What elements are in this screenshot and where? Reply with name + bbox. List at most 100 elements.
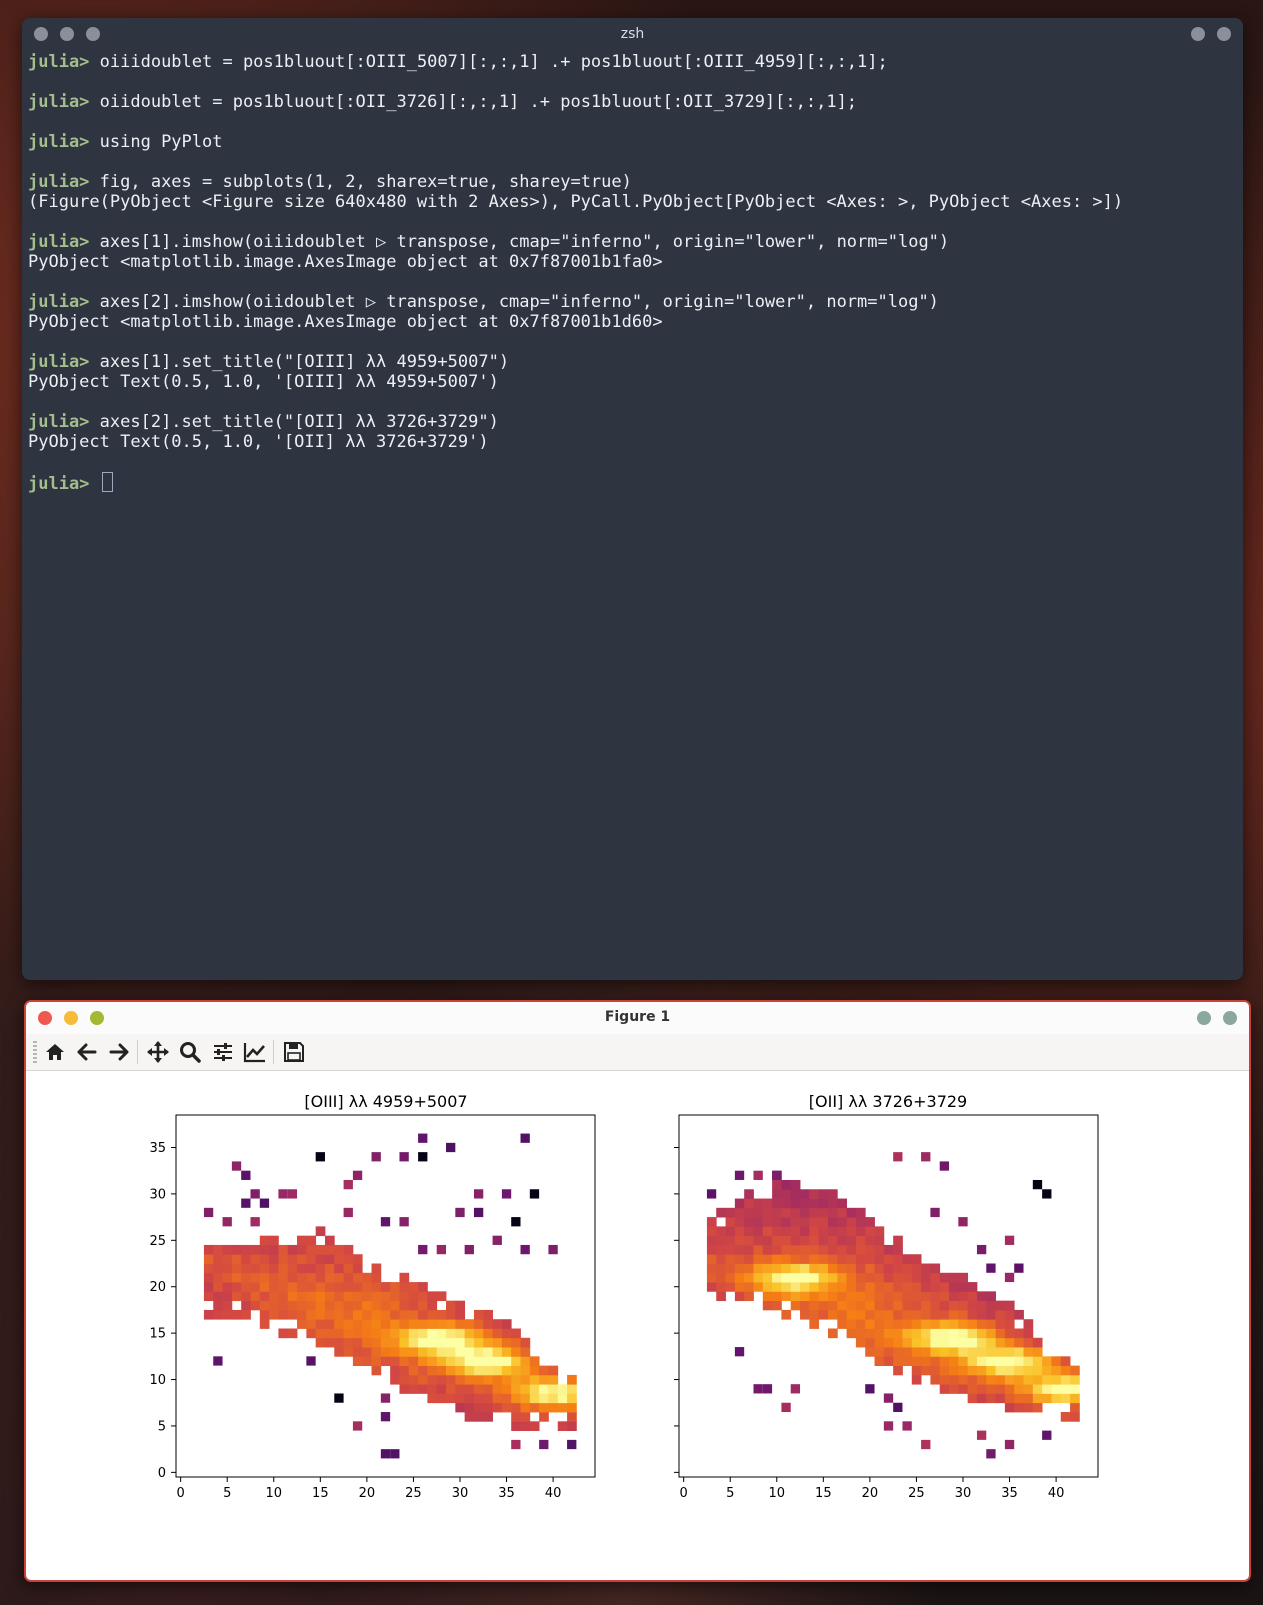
heatmap-pixel xyxy=(781,1309,792,1320)
scattered-pixel xyxy=(203,1207,214,1218)
scattered-pixel xyxy=(548,1244,558,1255)
figure-maximize-button[interactable] xyxy=(90,1011,104,1025)
figure-close-button[interactable] xyxy=(38,1011,52,1025)
close-window-button[interactable] xyxy=(34,27,48,41)
heatmap-pixel xyxy=(930,1319,941,1329)
heatmap-pixel xyxy=(800,1244,810,1255)
heatmap-pixel xyxy=(865,1263,875,1274)
toolbar-grip[interactable] xyxy=(33,1041,37,1063)
heatmap-pixel xyxy=(846,1300,857,1311)
scattered-pixel xyxy=(231,1161,242,1171)
heatmap-pixel xyxy=(371,1272,382,1283)
heatmap-pixel xyxy=(259,1309,270,1320)
heatmap-pixel xyxy=(231,1309,242,1320)
heatmap-pixel xyxy=(483,1309,493,1320)
heatmap-pixel xyxy=(343,1244,354,1255)
scattered-pixel xyxy=(250,1217,260,1227)
heatmap-pixel xyxy=(427,1337,438,1348)
heatmap-pixel xyxy=(241,1300,251,1311)
heatmap-pixel xyxy=(362,1291,372,1302)
heatmap-pixel xyxy=(995,1319,1006,1329)
x-tick-label: 0 xyxy=(680,1486,688,1501)
heatmap-pixel xyxy=(939,1356,950,1367)
heatmap-pixel xyxy=(874,1328,885,1339)
heatmap-pixel xyxy=(352,1291,363,1302)
heatmap-pixel xyxy=(846,1235,857,1246)
heatmap-pixel xyxy=(362,1282,372,1292)
heatmap-pixel xyxy=(744,1244,754,1255)
heatmap-pixel xyxy=(1032,1365,1043,1376)
heatmap-pixel xyxy=(241,1309,251,1320)
heatmap-pixel xyxy=(427,1309,438,1320)
figure-minimize-button[interactable] xyxy=(64,1011,78,1025)
heatmap-pixel xyxy=(324,1254,335,1264)
heatmap-pixel xyxy=(297,1291,307,1302)
forward-arrow-icon[interactable] xyxy=(106,1039,132,1065)
heatmap-pixel xyxy=(893,1272,903,1283)
heatmap-pixel xyxy=(1060,1356,1071,1367)
heatmap-pixel xyxy=(1042,1384,1052,1394)
x-tick-label: 40 xyxy=(545,1486,562,1501)
heatmap-pixel xyxy=(818,1263,829,1274)
heatmap-pixel xyxy=(762,1235,773,1246)
heatmap-pixel xyxy=(567,1374,577,1385)
terminal-menu-button[interactable] xyxy=(1191,27,1205,41)
heatmap-pixel xyxy=(1004,1393,1015,1404)
terminal-input-line[interactable]: julia> xyxy=(28,472,1237,494)
heatmap-pixel xyxy=(380,1282,391,1292)
scattered-pixel xyxy=(1032,1179,1043,1190)
heatmap-pixel xyxy=(865,1235,875,1246)
figure-menu-button[interactable] xyxy=(1197,1011,1211,1025)
heatmap-pixel xyxy=(986,1309,996,1320)
terminal-settings-button[interactable] xyxy=(1217,27,1231,41)
chart-title-oiii: [OIII] λλ 4959+5007 xyxy=(304,1092,468,1111)
heatmap-pixel xyxy=(800,1207,810,1218)
heatmap-pixel xyxy=(203,1254,214,1264)
heatmap-pixel xyxy=(1004,1328,1015,1339)
maximize-window-button[interactable] xyxy=(86,27,100,41)
home-icon[interactable] xyxy=(42,1039,68,1065)
zoom-icon[interactable] xyxy=(177,1039,203,1065)
command-output: PyObject Text(0.5, 1.0, '[OII] λλ 3726+3… xyxy=(28,432,489,452)
heatmap-pixel xyxy=(259,1300,270,1311)
heatmap-pixel xyxy=(995,1356,1006,1367)
heatmap-pixel xyxy=(324,1235,335,1246)
heatmap-pixel xyxy=(501,1328,512,1339)
heatmap-pixel xyxy=(893,1300,903,1311)
heatmap-pixel xyxy=(902,1300,913,1311)
heatmap-pixel xyxy=(446,1393,456,1404)
figure-canvas[interactable]: [OIII] λλ 4959+5007 [OII] λλ 3726+3729 0… xyxy=(26,1070,1249,1580)
configure-subplots-icon[interactable] xyxy=(210,1039,236,1065)
heatmap-pixel xyxy=(706,1235,717,1246)
figure-extra-button[interactable] xyxy=(1223,1011,1237,1025)
command-text: oiiidoublet = pos1bluout[:OIII_5007][:,:… xyxy=(89,52,888,72)
heatmap-pixel xyxy=(436,1309,447,1320)
heatmap-pixel xyxy=(930,1347,941,1357)
heatmap-pixel xyxy=(473,1309,484,1320)
terminal-output[interactable]: julia> oiiidoublet = pos1bluout[:OIII_50… xyxy=(28,52,1237,494)
minimize-window-button[interactable] xyxy=(60,27,74,41)
heatmap-pixel xyxy=(269,1282,279,1292)
heatmap-pixel xyxy=(716,1291,726,1302)
command-text: axes[2].imshow(oiidoublet ▷ transpose, c… xyxy=(89,292,939,312)
heatmap-pixel xyxy=(781,1198,792,1209)
back-arrow-icon[interactable] xyxy=(74,1039,100,1065)
heatmap-pixel xyxy=(874,1291,885,1302)
heatmap-pixel xyxy=(529,1356,540,1367)
pan-icon[interactable] xyxy=(145,1039,171,1065)
heatmap-pixel xyxy=(744,1217,754,1227)
heatmap-pixel xyxy=(334,1328,344,1339)
heatmap-pixel xyxy=(753,1282,764,1292)
heatmap-pixel xyxy=(818,1254,829,1264)
heatmap-pixel xyxy=(473,1384,484,1394)
text-cursor[interactable] xyxy=(101,472,113,492)
heatmap-pixel xyxy=(827,1207,838,1218)
heatmap-pixel xyxy=(343,1254,354,1264)
heatmap-pixel xyxy=(716,1235,726,1246)
heatmap-pixel xyxy=(380,1319,391,1329)
heatmap-pixel xyxy=(436,1319,447,1329)
heatmap-pixel xyxy=(995,1365,1006,1376)
edit-axes-icon[interactable] xyxy=(242,1039,268,1065)
y-tick-label: 15 xyxy=(149,1327,166,1342)
save-icon[interactable] xyxy=(281,1039,307,1065)
